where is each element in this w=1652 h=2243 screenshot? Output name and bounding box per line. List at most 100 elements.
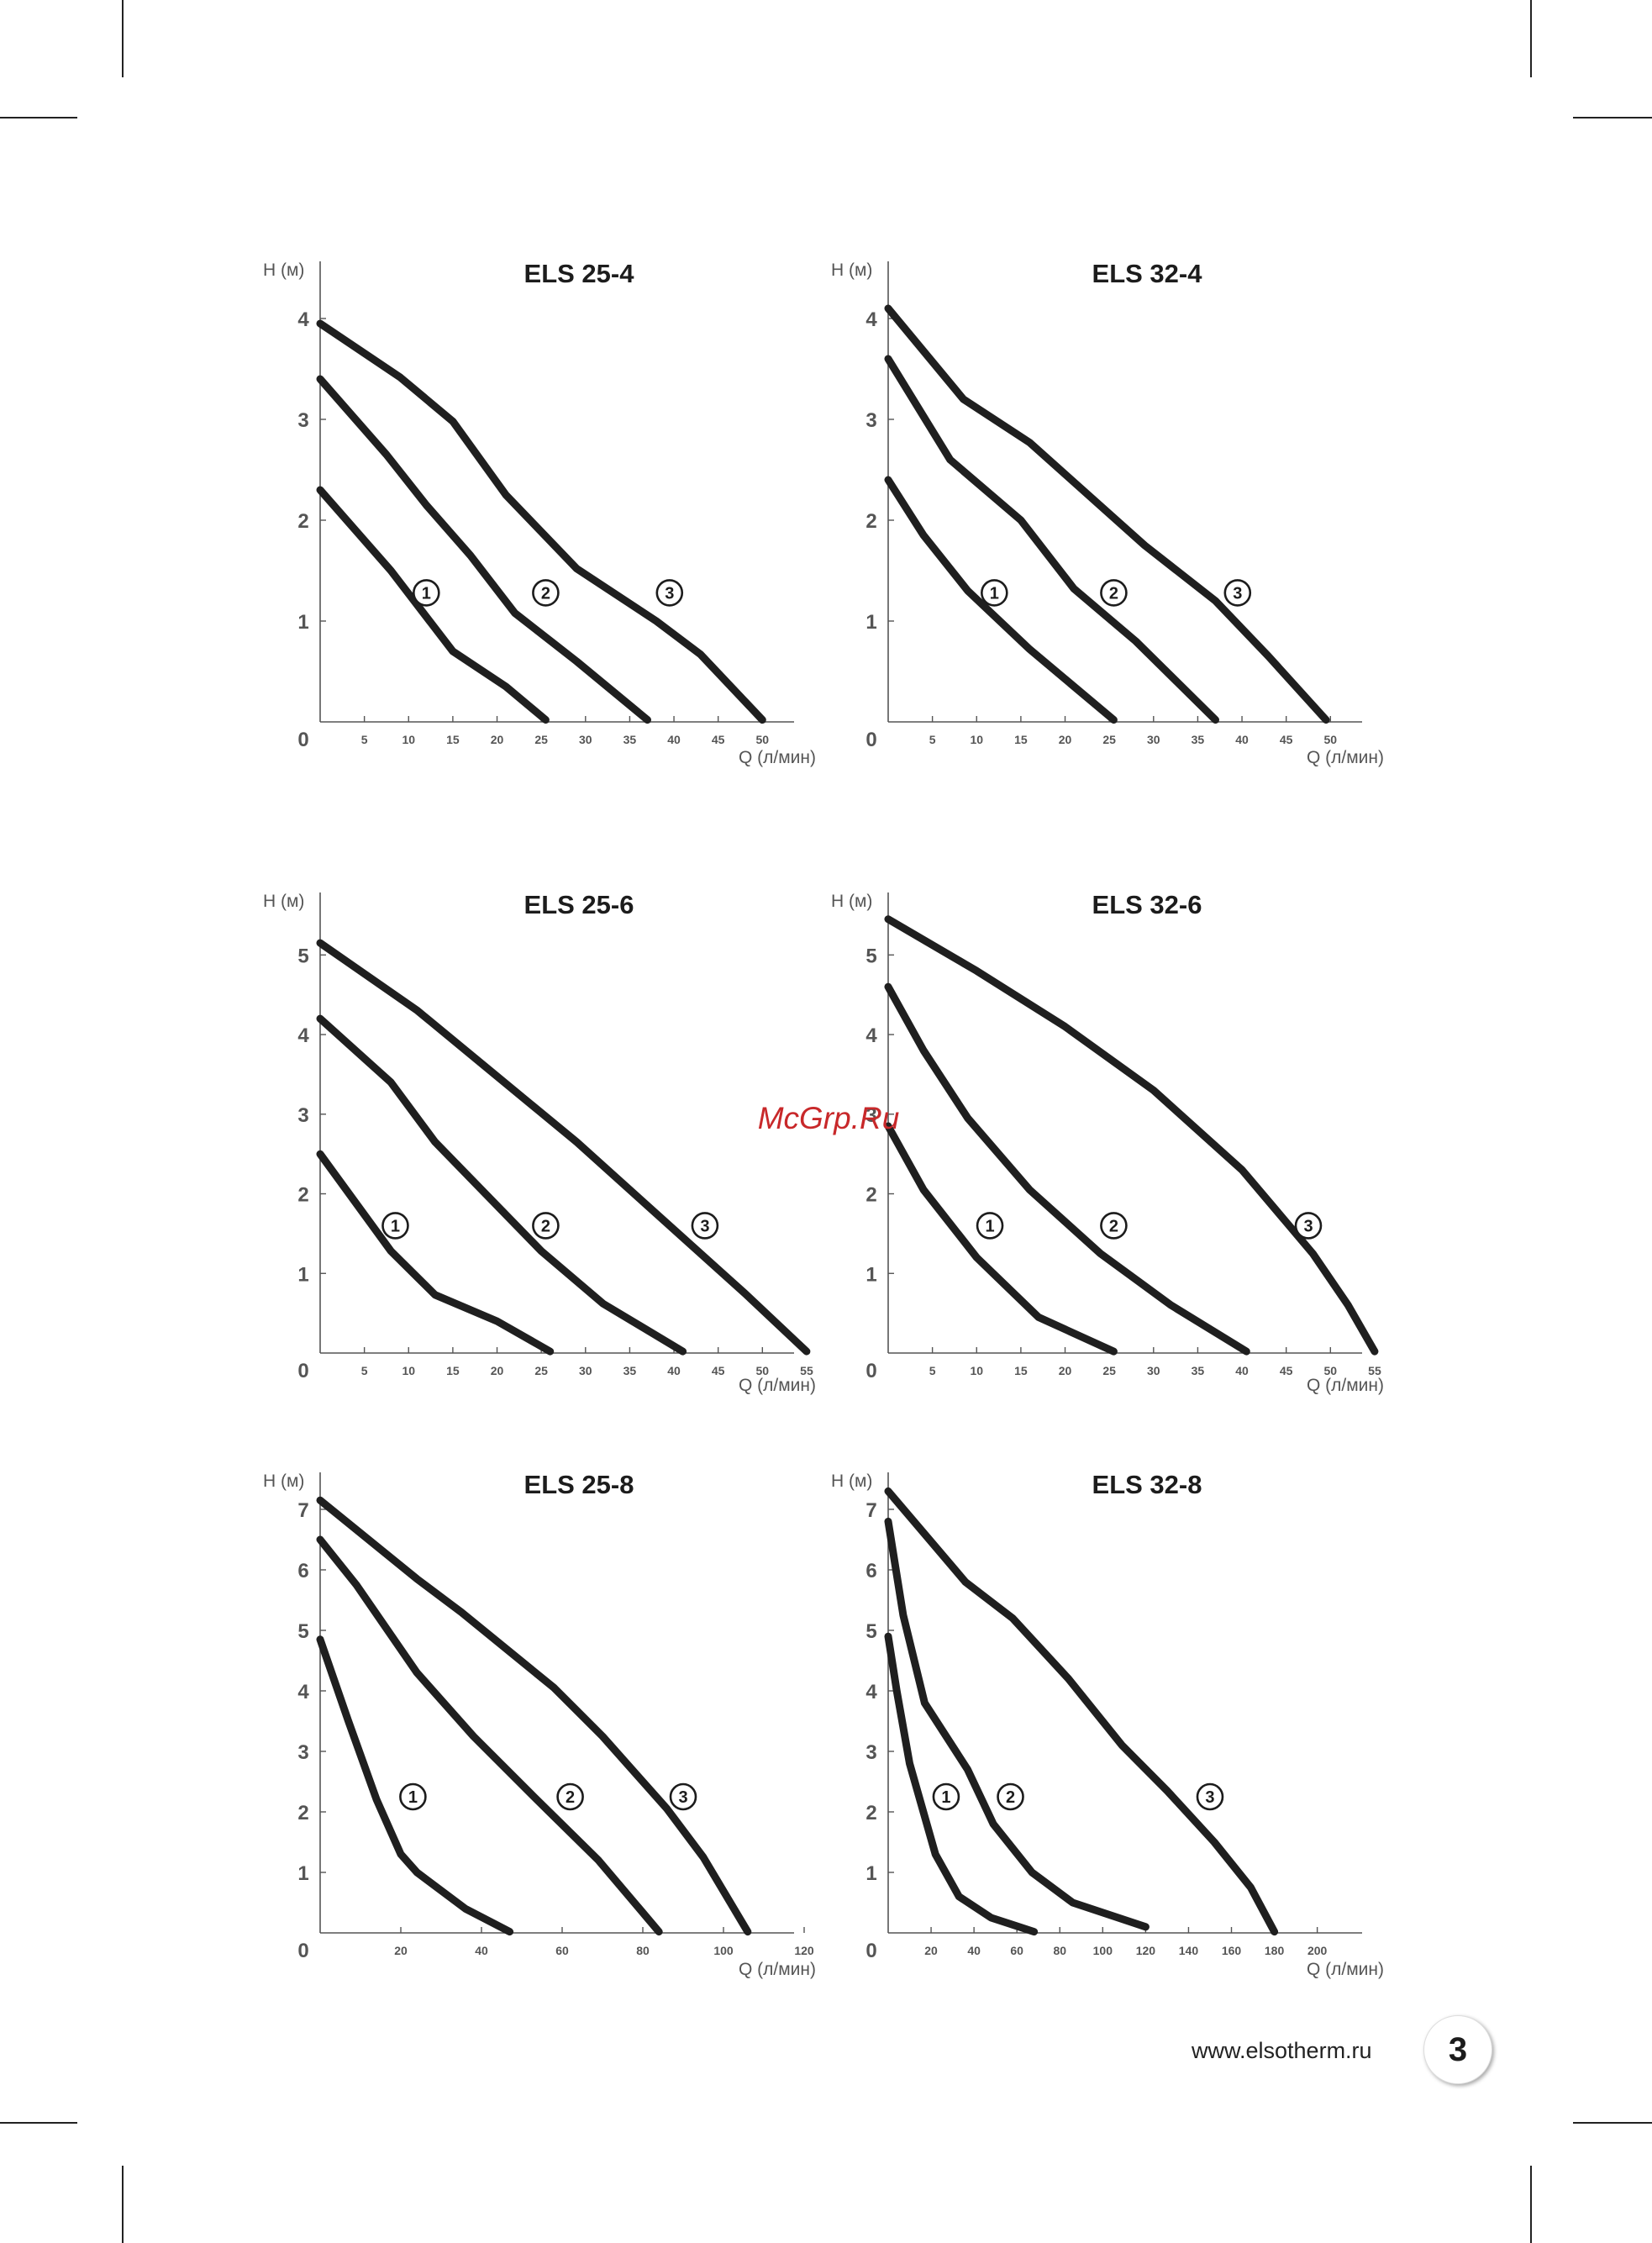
x-axis-label: Q (л/мин)	[1307, 748, 1384, 767]
y-tick-label: 4	[865, 1681, 877, 1703]
x-tick-label: 30	[1147, 1364, 1160, 1377]
curve-1	[884, 1122, 1118, 1356]
y-tick-label: 6	[297, 1560, 308, 1582]
curve-2	[884, 982, 1250, 1356]
x-tick-label: 20	[1059, 733, 1072, 746]
chart-title: ELS 25-6	[524, 890, 634, 919]
curve-label: 1	[422, 584, 431, 603]
x-tick-label: 50	[756, 733, 770, 746]
x-axis-label: Q (л/мин)	[1307, 1376, 1384, 1395]
curve-1	[316, 486, 550, 724]
x-tick-label: 40	[1235, 733, 1249, 746]
x-tick-label: 25	[534, 733, 548, 746]
curve-label-circle	[532, 579, 560, 607]
curve-3	[316, 939, 811, 1356]
x-tick-label: 45	[1280, 1364, 1293, 1377]
x-axis-label: Q (л/мин)	[739, 1376, 816, 1395]
y-tick-label: 3	[865, 409, 876, 432]
curve-label: 3	[700, 1217, 709, 1235]
curve-3	[884, 1487, 1279, 1936]
x-tick-label: 20	[1059, 1364, 1072, 1377]
x-tick-label: 45	[712, 733, 725, 746]
y-tick-label: 3	[297, 1741, 308, 1764]
x-tick-label: 160	[1222, 1944, 1242, 1957]
x-tick-label: 45	[1280, 733, 1293, 746]
x-tick-label: 10	[402, 1364, 415, 1377]
curve-label: 3	[665, 584, 674, 603]
x-tick-label: 15	[446, 733, 460, 746]
y-tick-label: 2	[865, 1802, 876, 1824]
y-tick-label: 1	[865, 611, 876, 634]
x-tick-label: 15	[446, 1364, 460, 1377]
curve-label: 1	[391, 1217, 400, 1235]
y-tick-label: 1	[865, 1862, 876, 1885]
y-axis-label: H (м)	[263, 261, 304, 280]
chart-title: ELS 32-4	[1092, 259, 1203, 288]
curve-1	[316, 1635, 514, 1936]
x-tick-label: 35	[623, 733, 637, 746]
y-tick-label: 3	[297, 409, 308, 432]
curve-label: 1	[941, 1788, 950, 1807]
x-tick-label: 40	[667, 733, 681, 746]
y-tick-label: 1	[297, 611, 308, 634]
curve-2	[884, 355, 1219, 724]
curve-label-circle	[976, 1212, 1004, 1240]
x-tick-label: 45	[712, 1364, 725, 1377]
curve-2	[316, 1014, 687, 1356]
curve-label-circle	[1100, 579, 1128, 607]
curve-label: 3	[678, 1788, 687, 1807]
curve-1	[884, 476, 1118, 724]
x-tick-label: 5	[361, 1364, 368, 1377]
x-tick-label: 80	[1053, 1944, 1066, 1957]
curve-1	[884, 1632, 1039, 1936]
x-tick-label: 100	[1093, 1944, 1113, 1957]
curve-label: 2	[1109, 584, 1118, 603]
x-axis-label: Q (л/мин)	[739, 1960, 816, 1979]
x-tick-label: 40	[1235, 1364, 1249, 1377]
y-axis-label: H (м)	[263, 1472, 304, 1491]
x-axis-label: Q (л/мин)	[1307, 1960, 1384, 1979]
curve-label-circle	[997, 1782, 1024, 1811]
x-tick-label: 140	[1179, 1944, 1199, 1957]
chart-6: ELS 32-8 H (м) Q (л/мин) 0 1 2 3 4 5 6 7 20 40 60 80 10…	[831, 1470, 1384, 1979]
y-tick-label: 0	[865, 729, 876, 751]
x-tick-label: 35	[1192, 733, 1205, 746]
y-tick-label: 1	[297, 1862, 308, 1885]
x-tick-label: 60	[1010, 1944, 1023, 1957]
x-tick-label: 80	[636, 1944, 650, 1957]
footer-url[interactable]: www.elsotherm.ru	[1192, 2038, 1372, 2063]
x-tick-label: 55	[1368, 1364, 1381, 1377]
y-axis-label: H (м)	[263, 892, 304, 911]
y-tick-label: 3	[865, 1741, 876, 1764]
curve-label-circle	[655, 579, 684, 607]
x-tick-label: 20	[394, 1944, 408, 1957]
x-tick-label: 55	[800, 1364, 813, 1377]
curve-label: 1	[990, 584, 999, 603]
y-tick-label: 6	[865, 1560, 876, 1582]
x-tick-label: 40	[475, 1944, 488, 1957]
x-tick-label: 60	[555, 1944, 569, 1957]
y-tick-label: 0	[297, 729, 308, 751]
curve-label: 3	[1303, 1217, 1313, 1235]
y-tick-label: 0	[297, 1360, 308, 1382]
y-tick-label: 3	[865, 1104, 876, 1127]
curve-label-circle	[381, 1212, 409, 1240]
y-tick-label: 7	[297, 1499, 308, 1522]
y-tick-label: 0	[297, 1940, 308, 1962]
curve-label: 2	[566, 1788, 575, 1807]
curve-3	[884, 304, 1330, 724]
y-tick-label: 2	[865, 510, 876, 533]
x-tick-label: 120	[794, 1944, 814, 1957]
y-axis-label: H (м)	[831, 261, 872, 280]
y-tick-label: 5	[297, 1620, 308, 1643]
x-tick-label: 30	[1147, 733, 1160, 746]
x-tick-label: 5	[929, 733, 936, 746]
x-tick-label: 120	[1136, 1944, 1156, 1957]
curve-label-circle	[532, 1212, 560, 1240]
x-tick-label: 10	[402, 733, 415, 746]
